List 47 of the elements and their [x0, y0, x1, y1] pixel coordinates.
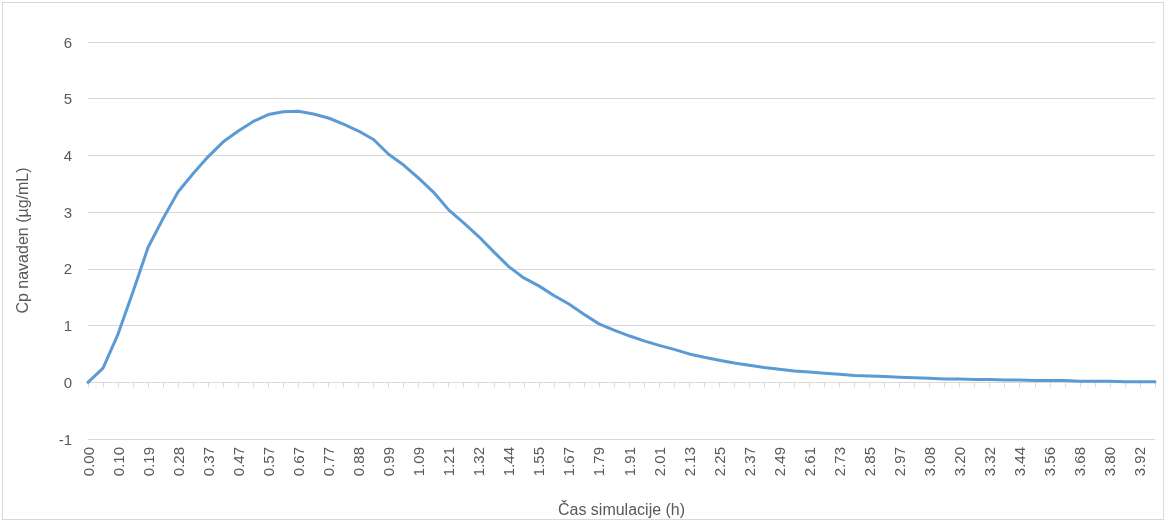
- x-tick-label: 0.37: [199, 447, 217, 477]
- x-tick-label: 2.61: [800, 447, 818, 477]
- x-axis-title: Čas simulacije (h): [557, 499, 686, 518]
- x-tick-label: 2.37: [740, 447, 758, 477]
- x-tick-label: 0.19: [139, 447, 157, 477]
- x-tick-label: 2.73: [830, 447, 848, 477]
- x-tick-label: 0.67: [289, 447, 307, 477]
- x-tick-label: 0.47: [229, 447, 247, 477]
- x-tick-label: 0.10: [109, 447, 127, 477]
- line-series: [86, 109, 1157, 384]
- x-tick-label: 2.25: [710, 447, 728, 477]
- x-tick-label: 3.56: [1041, 447, 1059, 477]
- y-tick-label: 5: [63, 90, 72, 108]
- x-tick-label: 0.77: [319, 447, 337, 477]
- x-tick-label: 0.57: [259, 447, 277, 477]
- x-tick-label: 1.55: [530, 447, 548, 477]
- x-tick-label: 1.91: [620, 447, 638, 477]
- x-tick-label: 1.09: [410, 447, 428, 477]
- x-tick-label: 3.08: [921, 447, 939, 477]
- x-tick-label: 3.32: [981, 447, 999, 477]
- x-tick-label: 1.44: [500, 447, 518, 477]
- x-tick-label: 0.88: [350, 447, 368, 477]
- y-tick-label: -1: [58, 430, 72, 448]
- x-tick-label: 1.67: [560, 447, 578, 477]
- x-tick-label: 2.49: [770, 447, 788, 477]
- x-tick-label: 3.20: [951, 447, 969, 477]
- x-tick-label: 1.21: [440, 447, 458, 477]
- x-tick-label: 3.80: [1101, 447, 1119, 477]
- x-tick-label: 1.32: [470, 447, 488, 477]
- x-tick-label: 2.01: [650, 447, 668, 477]
- x-tick-label: 2.13: [680, 447, 698, 477]
- x-tick-label: 0.00: [79, 447, 97, 477]
- y-tick-label: 3: [63, 203, 72, 221]
- x-tick-label: 2.85: [860, 447, 878, 477]
- y-tick-label: 4: [63, 146, 72, 164]
- x-tick-label: 1.79: [590, 447, 608, 477]
- x-tick-label: 2.97: [891, 447, 909, 477]
- x-tick-label: 0.99: [380, 447, 398, 477]
- y-tick-label: 2: [63, 260, 72, 278]
- x-tick-label: 0.28: [169, 447, 187, 477]
- x-tick-label: 3.44: [1011, 447, 1029, 477]
- y-tick-label: 6: [63, 33, 72, 51]
- x-tick-label: 3.92: [1131, 447, 1149, 477]
- x-tick-label: 3.68: [1071, 447, 1089, 477]
- y-axis-title: Cp navaden (µg/mL): [13, 167, 31, 314]
- y-tick-label: 1: [63, 317, 72, 335]
- y-tick-label: 0: [63, 373, 72, 391]
